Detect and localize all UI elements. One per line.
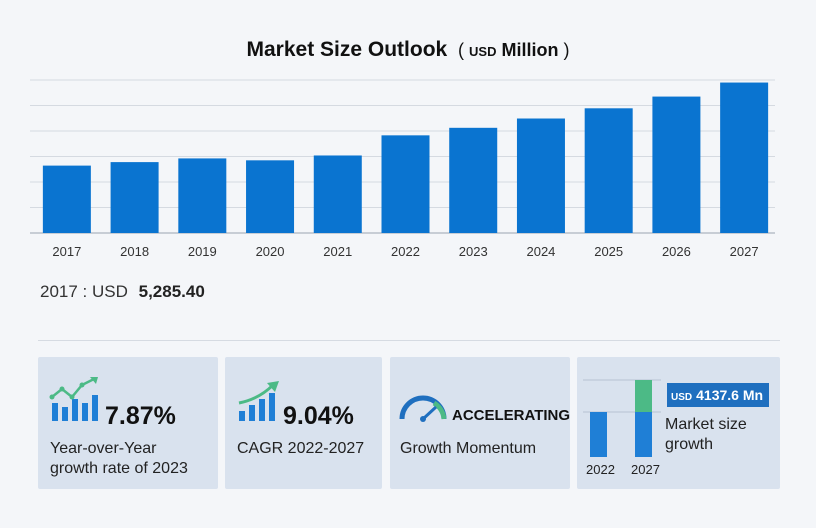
mini-bar-2027-base (635, 412, 652, 457)
bar-2024 (516, 118, 565, 233)
base-year-value: 2017 : USD 5,285.40 (40, 282, 205, 302)
divider (38, 340, 780, 341)
x-tick-label: 2025 (594, 244, 623, 259)
x-tick-label: 2019 (188, 244, 217, 259)
bar-2023 (449, 127, 498, 233)
trend-up-icon (238, 381, 279, 421)
growth-mini-chart (583, 379, 661, 457)
chart-title-text: Market Size Outlook (246, 38, 448, 61)
cagr-value: 9.04% (283, 402, 354, 430)
cagr-card: 9.04% CAGR 2022-2027 (225, 357, 382, 489)
bar-2018 (110, 162, 159, 233)
bar-chart: 2017 2018 2019 2020 2021 2022 2023 2024 2025 2026… (30, 79, 775, 259)
x-tick-label: 2027 (730, 244, 759, 259)
speedometer-icon (399, 395, 447, 422)
momentum-description: Growth Momentum (400, 440, 537, 457)
x-tick-label: 2026 (662, 244, 691, 259)
momentum-card: ACCELERATING Growth Momentum (390, 357, 570, 489)
bar-2025 (584, 108, 633, 233)
bar-2026 (652, 96, 701, 233)
base-year-label: 2017 : USD (40, 282, 128, 301)
mini-year-start: 2022 (586, 462, 615, 477)
x-tick-label: 2024 (526, 244, 555, 259)
x-tick-label: 2022 (391, 244, 420, 259)
base-year-amount: 5,285.40 (138, 282, 205, 301)
growth-card: 2022 2027 Market size growth (577, 357, 780, 489)
growth-description: Market size growth (665, 416, 747, 453)
chart-title-unit: ( USD Million ) (453, 40, 570, 60)
cagr-description: CAGR 2022-2027 (237, 440, 365, 457)
bar-2020 (246, 160, 295, 233)
bar-growth-icon (49, 377, 98, 421)
mini-bar-2022 (590, 412, 607, 457)
yoy-description: Year-over-Year growth rate of 2023 (50, 440, 188, 477)
chart-title: Market Size Outlook ( USD Million ) (0, 38, 816, 62)
x-tick-label: 2018 (120, 244, 149, 259)
x-tick-label: 2021 (323, 244, 352, 259)
yoy-card: 7.87% Year-over-Year growth rate of 2023 (38, 357, 218, 489)
x-tick-label: 2020 (256, 244, 285, 259)
x-tick-label: 2023 (459, 244, 488, 259)
bar-2017 (42, 165, 91, 233)
growth-badge: USD 4137.6 Mn (667, 383, 770, 407)
bar-2021 (313, 155, 362, 233)
bar-2027 (720, 82, 769, 233)
mini-year-end: 2027 (631, 462, 660, 477)
yoy-value: 7.87% (105, 402, 176, 430)
mini-bar-2027-growth (635, 380, 652, 412)
bar-2022 (381, 135, 430, 233)
bar-2019 (178, 158, 227, 233)
momentum-value: ACCELERATING (452, 407, 571, 424)
x-tick-label: 2017 (52, 244, 81, 259)
